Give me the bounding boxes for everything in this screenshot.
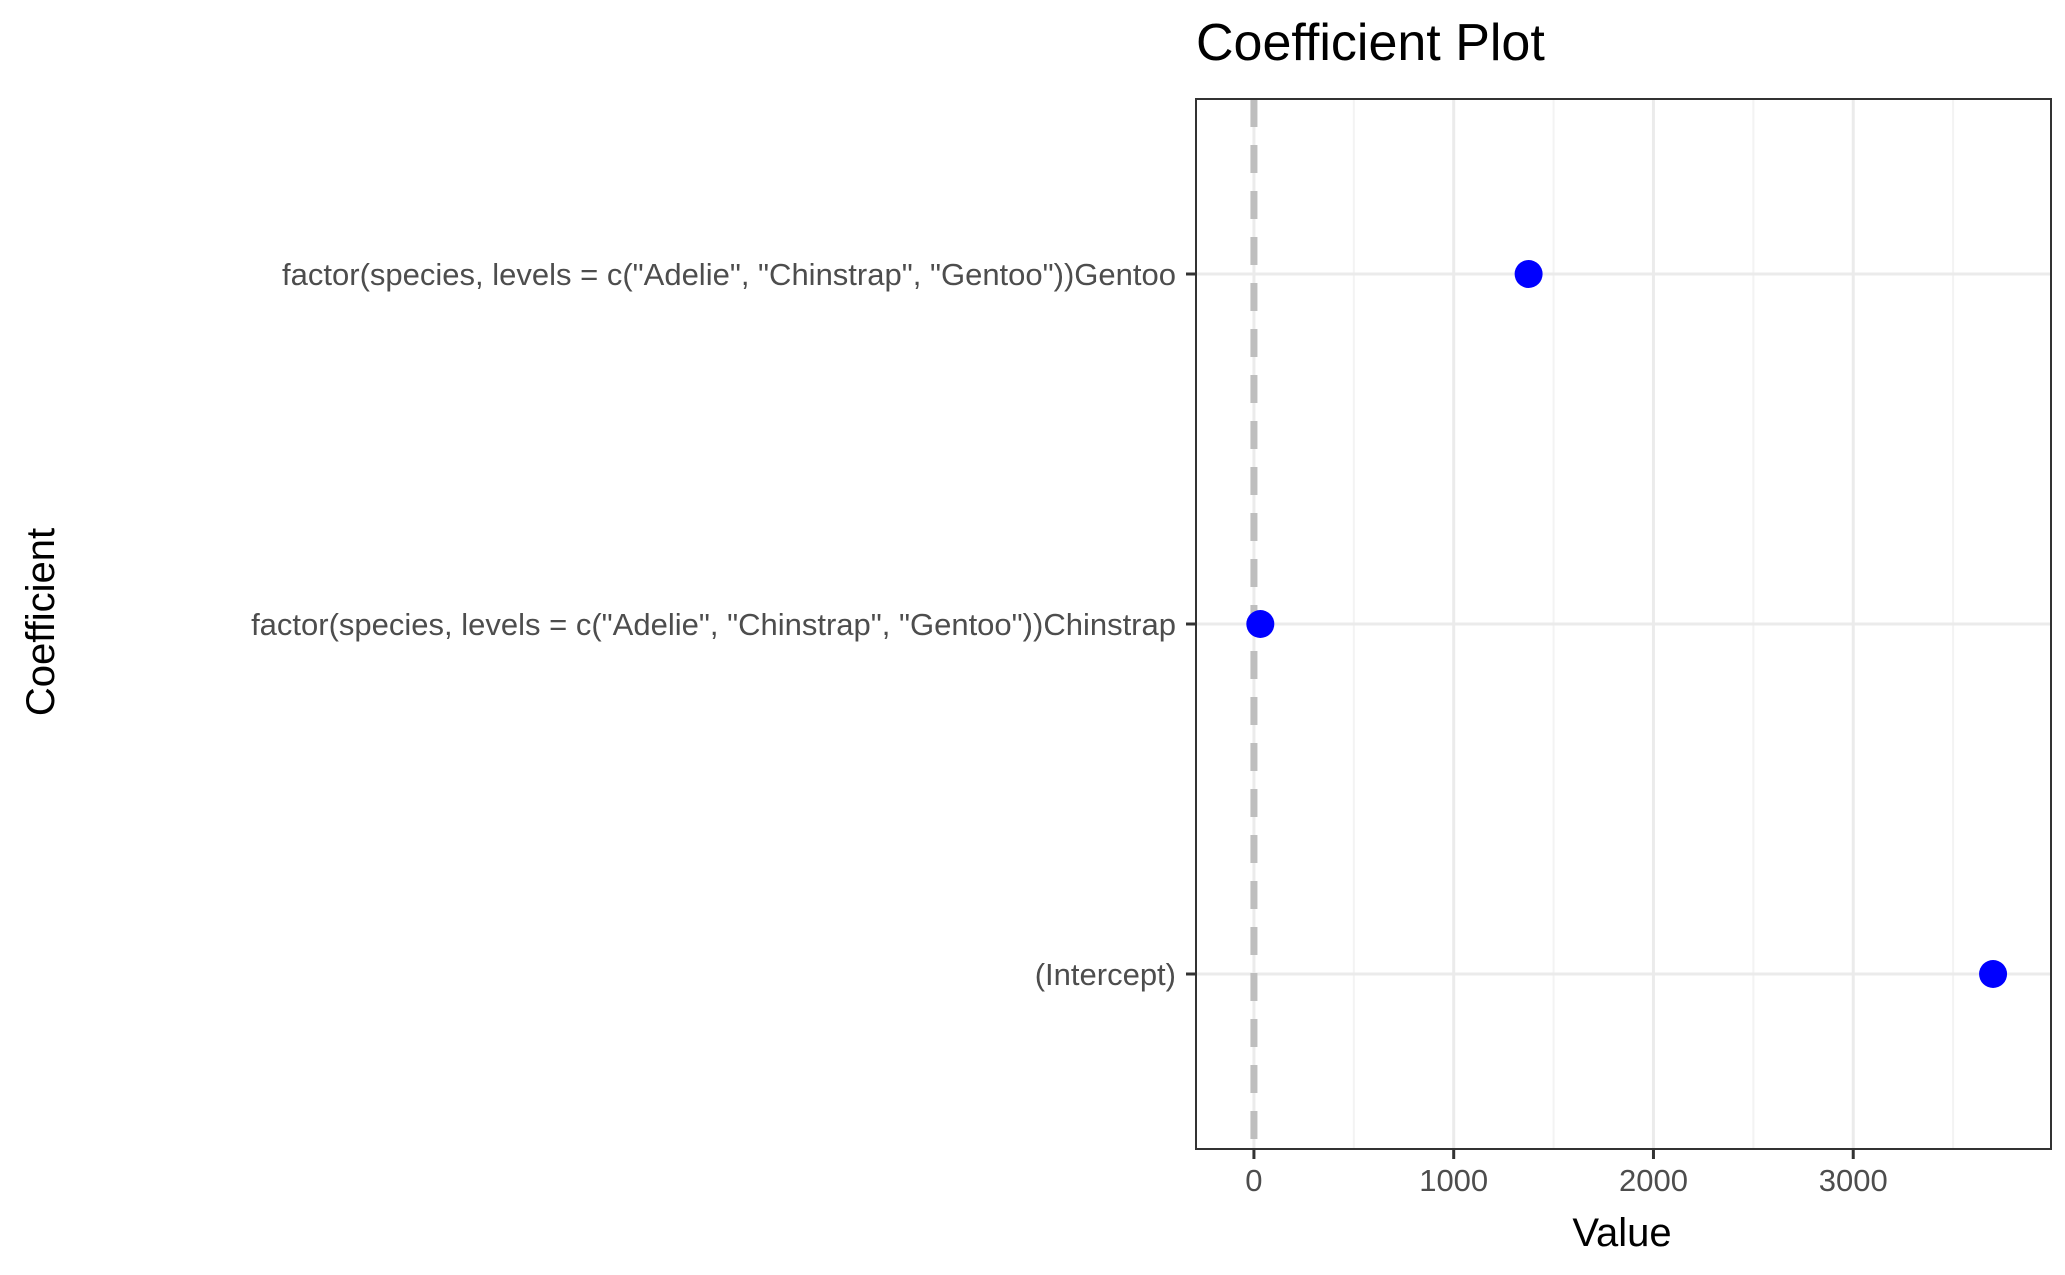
coefficient-point — [1979, 960, 2008, 988]
y-axis-title: Coefficient — [19, 528, 63, 716]
y-tick-label: factor(species, levels = c("Adelie", "Ch… — [282, 257, 1176, 292]
coefficient-point — [1514, 260, 1543, 288]
points-layer — [1246, 260, 2008, 988]
x-tick-label: 1000 — [1419, 1163, 1488, 1198]
chart-title: Coefficient Plot — [1196, 14, 1545, 72]
coefficient-point — [1246, 610, 1275, 638]
x-axis-title: Value — [1572, 1211, 1671, 1255]
y-tick-label: (Intercept) — [1035, 957, 1176, 992]
axis-layer: 0 1000 2000 3000 (Intercept) factor(species, … — [251, 257, 1888, 1198]
x-tick-label: 0 — [1245, 1163, 1262, 1198]
grid-layer — [1196, 99, 2051, 1149]
y-tick-label: factor(species, levels = c("Adelie", "Ch… — [251, 607, 1176, 642]
x-tick-label: 2000 — [1619, 1163, 1688, 1198]
x-tick-label: 3000 — [1819, 1163, 1888, 1198]
